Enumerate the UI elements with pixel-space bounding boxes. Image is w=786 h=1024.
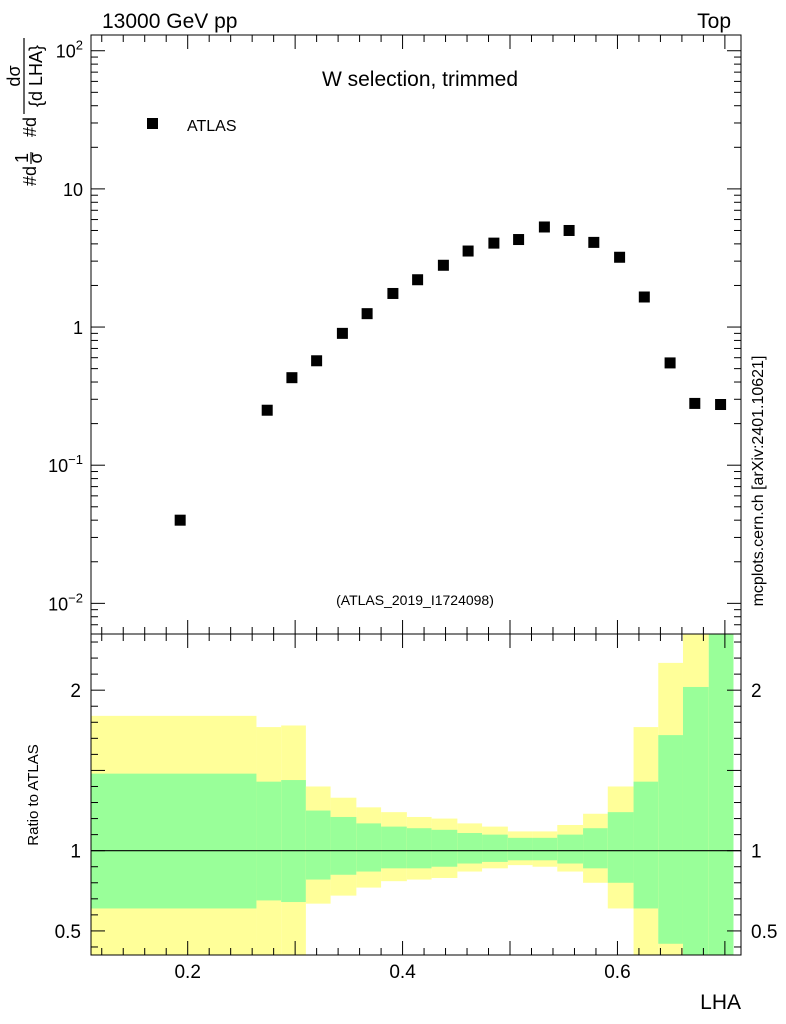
ratio-tick-label-right: 1 xyxy=(751,842,762,863)
data-point xyxy=(588,236,600,248)
y-tick-label-base: 10 xyxy=(48,594,68,614)
y-label-part: dσ xyxy=(4,65,24,86)
green-band-bin xyxy=(708,634,734,955)
ratio-tick-label-left: 0.5 xyxy=(55,922,81,943)
green-band-bin xyxy=(381,826,407,869)
ratio-panel: 0.5 0.5 1 1 2 2 Ratio to ATLAS xyxy=(25,633,777,956)
data-point xyxy=(614,251,626,263)
ratio-tick-label-left: 1 xyxy=(70,842,81,863)
x-tick-label: 0.4 xyxy=(389,962,416,983)
data-point xyxy=(715,399,727,411)
y-tick-label-base: 10 xyxy=(48,456,68,476)
chart-title: W selection, trimmed xyxy=(322,68,518,91)
energy-label: 13000 GeV pp xyxy=(102,10,237,33)
legend-label-atlas: ATLAS xyxy=(187,118,237,135)
data-point xyxy=(412,274,424,286)
data-point xyxy=(336,327,348,339)
y-tick-label-exponent: −1 xyxy=(68,452,83,467)
green-band-bin xyxy=(633,781,659,909)
green-band-bin xyxy=(482,834,508,862)
y-tick-label-base: 10 xyxy=(63,180,83,200)
data-point xyxy=(488,237,500,249)
y-tick-label-exponent: −2 xyxy=(68,590,83,605)
data-point xyxy=(261,404,273,416)
ratio-tick-label-right: 0.5 xyxy=(751,922,777,943)
y-tick-label-exponent: 2 xyxy=(76,38,83,53)
y-tick-label: 10−2 xyxy=(48,590,83,614)
green-band-bin xyxy=(583,828,608,869)
y-tick-label: 10−1 xyxy=(48,452,83,476)
x-tick-label: 0.6 xyxy=(604,962,630,983)
legend-marker-atlas xyxy=(147,118,158,129)
data-point xyxy=(638,291,650,303)
data-point xyxy=(689,397,701,409)
green-band-bin xyxy=(658,735,683,944)
green-band-bin xyxy=(682,686,709,955)
green-band-bin xyxy=(256,781,282,901)
data-markers xyxy=(174,221,727,526)
y-label-part: σ xyxy=(26,152,46,163)
y-label-part: #d xyxy=(20,117,40,137)
y-tick-label-base: 10 xyxy=(56,42,76,62)
main-panel: W selection, trimmed (ATLAS_2019_I172409… xyxy=(4,34,742,635)
data-point xyxy=(311,355,323,367)
ratio-frame xyxy=(90,633,742,956)
x-ticks: 0.2 0.4 0.6 xyxy=(101,35,726,983)
y-label-part: #d xyxy=(20,166,40,186)
data-point xyxy=(361,308,373,320)
process-label: Top xyxy=(697,10,731,33)
green-band-bin xyxy=(406,828,432,869)
analysis-tag: (ATLAS_2019_I1724098) xyxy=(336,592,494,608)
green-band-bin xyxy=(457,833,483,864)
y-tick-label: 10 xyxy=(63,180,83,200)
green-band-bin xyxy=(305,810,331,880)
y-label-part: 1 xyxy=(12,153,32,163)
y-label-part: {d LHA} xyxy=(26,45,46,107)
data-point xyxy=(437,259,449,271)
ratio-y-ticks: 0.5 0.5 1 1 2 2 xyxy=(55,641,777,948)
ratio-tick-label-left: 2 xyxy=(70,681,81,702)
green-band-bin xyxy=(431,829,458,867)
main-y-axis-label: #d 1 σ #d dσ {d LHA} xyxy=(4,38,46,186)
green-band-bin xyxy=(91,773,257,909)
x-axis-label: LHA xyxy=(700,991,741,1014)
data-point xyxy=(174,514,186,526)
y-tick-label: 1 xyxy=(73,318,83,338)
x-tick-label: 0.2 xyxy=(174,962,200,983)
data-point xyxy=(664,357,676,369)
data-point xyxy=(387,287,399,299)
data-point xyxy=(513,234,525,246)
green-band-bin xyxy=(607,812,634,883)
side-label: mcplots.cern.ch [arXiv:2401.10621] xyxy=(750,356,767,607)
green-band-bin xyxy=(330,816,357,875)
y-tick-label-base: 1 xyxy=(73,318,83,338)
data-point xyxy=(538,221,550,233)
green-band-bin xyxy=(557,834,584,864)
ratio-bands xyxy=(91,634,734,955)
green-band-bin xyxy=(281,780,306,903)
green-band-bin xyxy=(532,837,558,861)
legend: ATLAS xyxy=(147,118,237,135)
green-band-bin xyxy=(356,823,382,872)
ratio-tick-label-right: 2 xyxy=(751,681,762,702)
data-point xyxy=(462,245,474,257)
data-point xyxy=(563,224,575,236)
green-band-bin xyxy=(507,837,533,861)
y-tick-label: 102 xyxy=(56,38,83,62)
ratio-y-label: Ratio to ATLAS xyxy=(25,744,42,845)
data-point xyxy=(286,372,298,384)
